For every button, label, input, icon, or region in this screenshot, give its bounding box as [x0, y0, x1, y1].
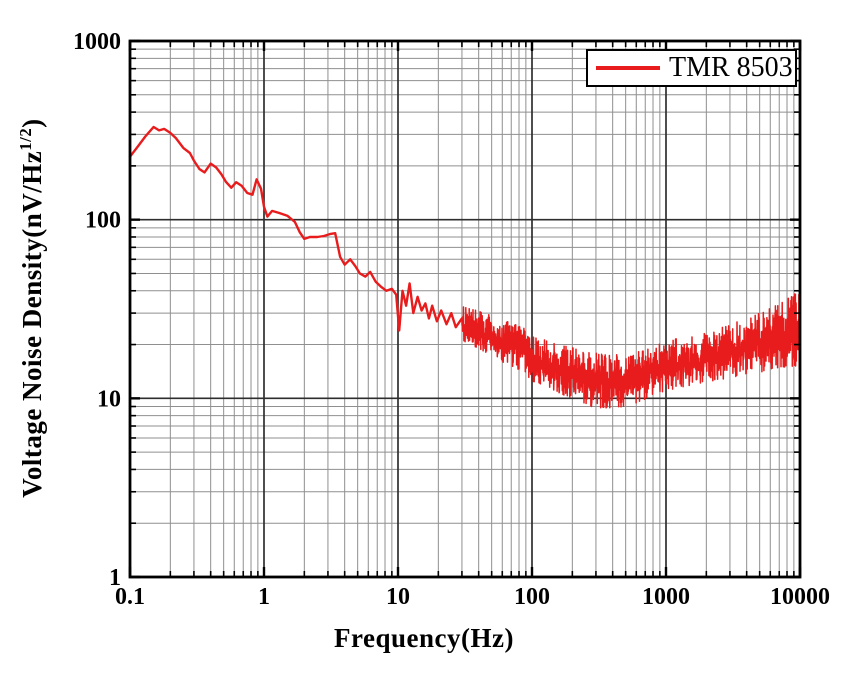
legend: TMR 8503	[586, 49, 797, 87]
noise-band-trace	[461, 293, 801, 409]
y-axis-title-suffix: )	[17, 118, 47, 128]
y-axis-title-prefix: Voltage Noise Density(nV/Hz	[17, 150, 47, 498]
grid-minor	[130, 41, 800, 577]
y-axis-title: Voltage Noise Density(nV/Hz1/2)	[16, 118, 48, 497]
plot-frame	[128, 39, 802, 579]
axis-ticks	[128, 39, 802, 579]
data-series-trace	[128, 125, 801, 409]
x-tick-label: 10000	[770, 584, 830, 610]
legend-label: TMR 8503	[669, 52, 793, 83]
y-tick-label: 10	[97, 386, 121, 412]
x-tick-label: 1	[258, 584, 270, 610]
y-axis-title-superscript: 1/2	[16, 127, 35, 151]
y-tick-label: 1	[109, 565, 121, 591]
x-tick-label: 0.1	[115, 584, 145, 610]
grid-major	[130, 41, 800, 577]
low-frequency-trace	[128, 125, 464, 332]
x-axis-title: Frequency(Hz)	[334, 623, 514, 653]
x-tick-label: 100	[514, 584, 550, 610]
legend-line-sample	[596, 66, 660, 70]
x-tick-label: 10	[386, 584, 410, 610]
x-tick-label: 1000	[642, 584, 690, 610]
y-tick-label: 1000	[73, 29, 121, 55]
y-tick-label: 100	[85, 208, 121, 234]
